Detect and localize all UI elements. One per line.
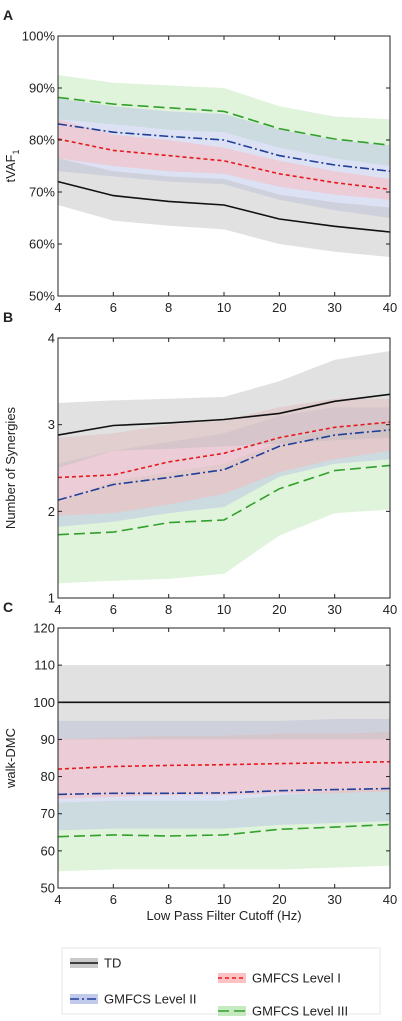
y-tick-label: 120 [33, 621, 55, 636]
band-gmfcs-level-i [58, 732, 390, 799]
series-line-td [57, 180, 391, 233]
y-axis-label-main: walk-DMC [3, 728, 18, 789]
series-line-gmfcs-level-i [57, 760, 391, 770]
y-tick-label: 90% [29, 81, 55, 96]
series-line-gmfcs-level-ii [57, 787, 391, 796]
series-line-gmfcs-level-iii [57, 96, 391, 146]
y-axis-label-main: tVAF [3, 154, 18, 182]
band-td [58, 351, 390, 468]
series-line-gmfcs-level-i [57, 421, 391, 479]
series-line-gmfcs-level-i [57, 138, 391, 191]
y-tick-label: 50 [41, 881, 55, 896]
y-tick-label: 2 [48, 504, 55, 519]
band-gmfcs-level-iii [58, 787, 390, 872]
x-tick-label: 4 [54, 892, 61, 907]
x-tick-label: 40 [383, 892, 397, 907]
x-tick-label: 30 [327, 602, 341, 617]
panel-label: A [3, 7, 13, 23]
series-line-td [57, 393, 391, 436]
y-axis-label-main: Number of Synergies [3, 406, 18, 529]
y-axis-label: tVAF1 [3, 150, 21, 183]
band-gmfcs-level-i [58, 398, 390, 516]
band-gmfcs-level-ii [58, 98, 390, 218]
legend-label-gmfcs-level-i: GMFCS Level I [252, 971, 341, 986]
x-tick-label: 4 [54, 300, 61, 315]
y-tick-label: 4 [48, 331, 55, 346]
x-tick-label: 40 [383, 300, 397, 315]
panel-label: C [3, 599, 13, 615]
x-tick-label: 6 [110, 602, 117, 617]
y-tick-label: 100% [22, 29, 56, 44]
band-td [58, 158, 390, 257]
y-tick-label: 110 [34, 658, 55, 673]
x-tick-label: 8 [165, 602, 172, 617]
y-tick-label: 60% [29, 237, 55, 252]
y-tick-label: 100 [33, 695, 55, 710]
x-tick-label: 10 [217, 300, 231, 315]
series-line-gmfcs-level-iii [57, 464, 391, 536]
band-gmfcs-level-iii [58, 420, 390, 584]
y-tick-label: 70 [41, 806, 55, 821]
y-tick-label: 70% [29, 185, 55, 200]
legend-label-gmfcs-level-iii: GMFCS Level III [252, 1004, 348, 1019]
series-line-gmfcs-level-ii [57, 123, 391, 172]
band-gmfcs-level-ii [58, 407, 390, 527]
x-tick-label: 10 [217, 602, 231, 617]
x-tick-label: 30 [327, 300, 341, 315]
x-tick-label: 4 [54, 602, 61, 617]
x-tick-label: 20 [272, 892, 286, 907]
y-tick-label: 3 [48, 417, 55, 432]
panel-a: 4 6 8 10 20 30 40 50% 60% 70% 80% 90% 100% tVAF1 A [3, 7, 397, 315]
band-gmfcs-level-ii [58, 719, 390, 831]
band-gmfcs-level-i [58, 119, 390, 200]
legend-swatch-gmfcs-level-iii [218, 1006, 246, 1016]
legend-label-gmfcs-level-ii: GMFCS Level II [104, 992, 196, 1007]
series-line-gmfcs-level-ii [57, 429, 391, 501]
legend: TD GMFCS Level I GMFCS Level II GMFCS Level… [61, 947, 381, 1019]
x-tick-label: 30 [327, 892, 341, 907]
band-gmfcs-level-iii [58, 75, 390, 166]
panel-c: 4 6 8 10 20 30 40 50 60 70 80 90 100 110 120 walk-DMC C [3, 599, 397, 907]
x-tick-label: 6 [110, 300, 117, 315]
x-tick-label: 10 [217, 892, 231, 907]
y-tick-label: 80% [29, 133, 55, 148]
panel-b: 4 6 8 10 20 30 40 1 2 3 4 Number of Synergies B [3, 309, 397, 617]
y-axis-label-subscript: 1 [11, 150, 21, 155]
legend-label-td: TD [104, 956, 121, 971]
series-line-gmfcs-level-iii [57, 823, 391, 838]
x-tick-label: 20 [272, 602, 286, 617]
x-tick-label: 8 [165, 300, 172, 315]
y-axis-label: Number of Synergies [3, 406, 18, 529]
x-tick-label: 6 [110, 892, 117, 907]
y-tick-label: 80 [41, 769, 55, 784]
x-axis-label: Low Pass Filter Cutoff (Hz) [146, 908, 301, 923]
y-tick-label: 1 [48, 591, 55, 606]
x-tick-label: 40 [383, 602, 397, 617]
y-tick-label: 50% [29, 289, 55, 304]
y-tick-label: 60 [41, 843, 55, 858]
x-tick-label: 8 [165, 892, 172, 907]
y-axis-label: walk-DMC [3, 728, 18, 789]
x-tick-label: 20 [272, 300, 286, 315]
y-tick-label: 90 [41, 732, 55, 747]
panel-label: B [3, 309, 13, 325]
